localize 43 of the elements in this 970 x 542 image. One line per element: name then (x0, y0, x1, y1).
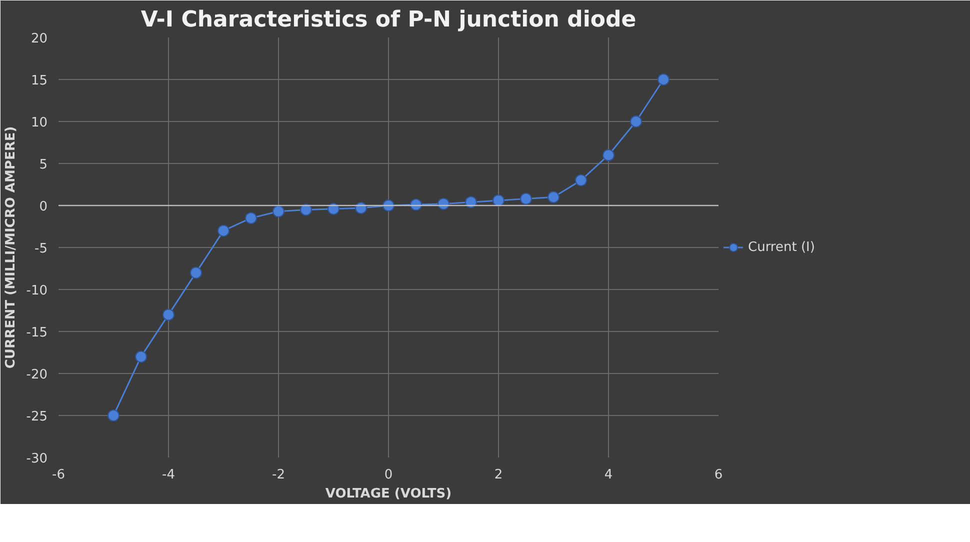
point (602, 149, 614, 162)
y-tick-label: 10 (30, 116, 48, 130)
y-tick-label: 5 (39, 158, 48, 172)
chart-title: V-I Characteristics of P-N junction diode (140, 8, 636, 32)
point (575, 174, 587, 186)
y-tick-label: -25 (26, 410, 48, 424)
y-axis-title: CURRENT (MILLI/MICRO AMPERE) (3, 126, 18, 369)
point (658, 74, 670, 86)
point (492, 194, 504, 206)
y-tick-label: 20 (30, 32, 48, 46)
y-tick-label: -20 (26, 368, 48, 382)
point (245, 212, 257, 224)
x-tick-label: -4 (162, 468, 175, 482)
point (465, 196, 477, 208)
y-tick-label: 15 (30, 74, 48, 88)
x-tick-label: -2 (272, 468, 285, 482)
point (438, 198, 450, 210)
point (410, 198, 422, 211)
point (190, 266, 202, 279)
point (218, 224, 230, 237)
legend-label: Current (I) (748, 240, 815, 254)
y-tick-label: -15 (26, 326, 48, 340)
point (520, 192, 532, 205)
x-tick-label: 0 (384, 468, 393, 482)
point (300, 204, 312, 216)
point (548, 191, 560, 204)
point (382, 200, 394, 212)
point (272, 205, 284, 218)
x-tick-label: 4 (604, 468, 613, 482)
x-tick-label: 6 (714, 468, 723, 482)
x-axis-title: VOLTAGE (VOLTS) (325, 486, 452, 502)
y-tick-label: -30 (26, 452, 48, 466)
point (328, 202, 340, 215)
point (135, 350, 147, 363)
point (630, 116, 642, 128)
x-tick-label: -6 (52, 468, 65, 482)
point (162, 308, 174, 321)
point (108, 410, 120, 422)
y-tick-label: -5 (34, 242, 48, 256)
point (355, 202, 367, 214)
y-tick-label: -10 (26, 284, 48, 298)
y-tick-label: 0 (39, 200, 48, 214)
x-tick-label: 2 (494, 468, 503, 482)
